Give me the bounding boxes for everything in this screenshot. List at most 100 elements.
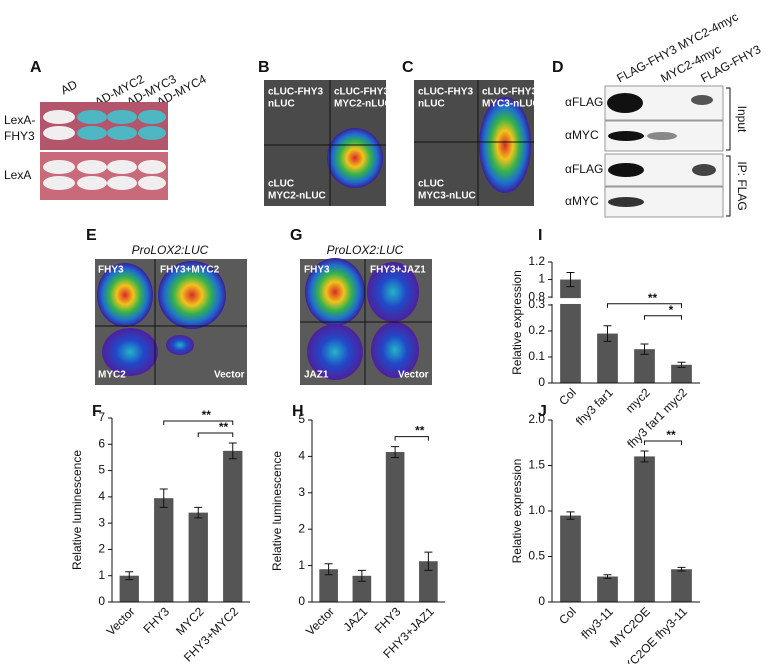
panel-label: H [292, 403, 304, 420]
bar [188, 512, 208, 602]
y-axis [111, 418, 250, 603]
significance-label: ** [219, 420, 229, 434]
quadrant-label: nLUC [418, 99, 445, 110]
error-bar [228, 442, 237, 460]
y-axis-label: Relative luminescence [270, 451, 284, 571]
panel-label: E [86, 227, 97, 244]
y-tick-label: 5 [98, 463, 105, 477]
y-tick-label: 0.2 [528, 323, 545, 337]
y-tick-label: 2.0 [528, 412, 545, 426]
x-tick-label: Col [556, 604, 579, 627]
x-tick-label: Vector [104, 604, 138, 638]
row-label: LexA- [4, 113, 35, 127]
luc-image [95, 259, 247, 385]
x-tick-label: myc2 [623, 385, 653, 415]
quadrant-label: FHY3 [304, 265, 330, 276]
error-bar [566, 511, 575, 520]
row-label: FHY3 [4, 129, 35, 143]
panel-label: G [290, 227, 302, 244]
bar [634, 349, 655, 383]
y-tick-label: 0 [298, 594, 305, 608]
error-bar [677, 566, 686, 572]
error-bar [677, 361, 686, 368]
error-bar [640, 343, 649, 355]
image-title: ProLOX2:LUC [327, 243, 404, 257]
error-bar [566, 272, 575, 288]
y-tick-label: 0 [538, 375, 545, 389]
significance-label: ** [666, 428, 676, 442]
error-bar [391, 446, 400, 458]
quadrant-label: Vector [214, 370, 245, 381]
significance-bracket [394, 436, 429, 441]
blot [604, 85, 724, 218]
row-label: αMYC [565, 194, 599, 208]
panel-label: F [92, 403, 102, 420]
x-tick-label: fhy3 far1 [573, 385, 616, 428]
error-bar [357, 569, 366, 582]
quadrant-label: FHY3+MYC2 [160, 265, 220, 276]
quadrant-label: MYC2-nLUC [268, 191, 326, 202]
significance-label: ** [202, 408, 212, 422]
quadrant-label: JAZ1 [304, 370, 329, 381]
group-bracket [726, 87, 731, 217]
error-bar [640, 450, 649, 463]
significance-bracket [644, 315, 682, 320]
group-label: IP: FLAG [735, 161, 749, 210]
y-tick-label: 2 [298, 521, 305, 535]
quadrant-label: cLUC [418, 179, 444, 190]
luc-image [300, 258, 432, 385]
y-tick-label: 3 [98, 515, 105, 529]
image-title: ProLOX2:LUC [132, 243, 209, 257]
significance-label: ** [648, 291, 658, 305]
luc-image [264, 80, 386, 206]
bar [223, 450, 243, 602]
y-tick-label: 1.0 [528, 503, 545, 517]
luc-image [414, 80, 534, 206]
y-axis-label: Relative expression [510, 459, 524, 564]
panel-label: C [402, 59, 414, 76]
y-tick-label: 2 [98, 542, 105, 556]
quadrant-label: Vector [398, 370, 429, 381]
bar [634, 456, 655, 602]
quadrant-label: MYC3-nLUC [482, 99, 540, 110]
y-tick-label: 0 [538, 594, 545, 608]
error-bar [424, 551, 433, 571]
significance-bracket [607, 303, 682, 308]
error-bar [603, 325, 612, 342]
y-tick-label: 0.8 [528, 289, 545, 303]
bar [560, 515, 581, 602]
bar [154, 498, 174, 602]
y-tick-label: 0.3 [528, 297, 545, 311]
bar [671, 364, 692, 383]
significance-label: ** [415, 424, 425, 438]
bar [560, 279, 581, 383]
x-tick-label: Col [556, 385, 579, 408]
group-label: Input [735, 106, 749, 133]
x-tick-label: Vector [303, 604, 337, 638]
significance-bracket [163, 420, 234, 425]
x-tick-label: JAZ1 [341, 604, 371, 634]
panel-label: I [538, 227, 542, 244]
x-tick-label: FHY3 [141, 604, 173, 636]
y-axis-label: Relative luminescence [70, 450, 84, 570]
y-tick-label: 4 [98, 489, 105, 503]
row-label: αFLAG [565, 162, 603, 176]
y-tick-label: 1.2 [528, 254, 545, 268]
y-axis [311, 420, 445, 603]
error-bar [125, 571, 134, 581]
error-bar [603, 574, 612, 579]
y-axis [551, 420, 700, 603]
bar [597, 576, 618, 602]
y-tick-label: 7 [98, 410, 105, 424]
quadrant-label: cLUC-FHY3 [482, 87, 537, 98]
y-tick-label: 1.5 [528, 458, 545, 472]
quadrant-label: FHY3 [98, 265, 124, 276]
significance-bracket [644, 440, 682, 445]
y-tick-label: 1 [98, 568, 105, 582]
y-axis-label: Relative expression [510, 270, 524, 375]
quadrant-label: MYC2 [98, 370, 126, 381]
bar [385, 452, 405, 602]
significance-bracket [197, 432, 234, 437]
bar [319, 569, 338, 602]
